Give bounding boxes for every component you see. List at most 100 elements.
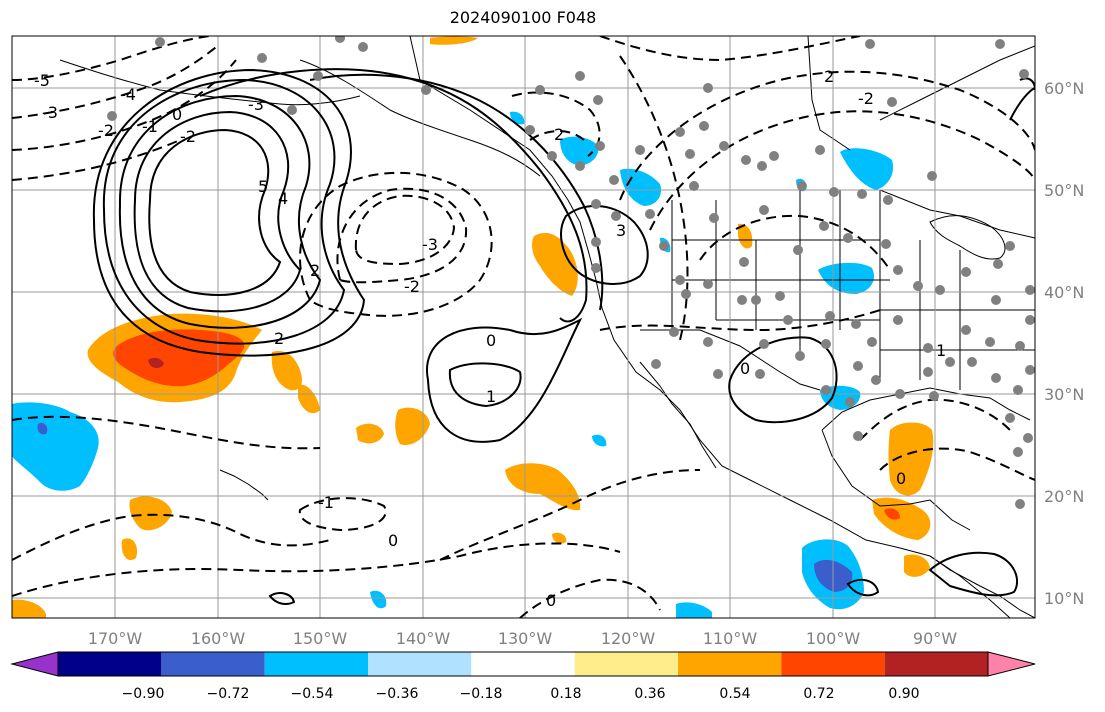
station-dot (675, 127, 685, 137)
station-dot (609, 175, 619, 185)
contour-label: 2 (310, 261, 320, 280)
station-dot (525, 125, 535, 135)
map-title: 2024090100 F048 (449, 8, 597, 27)
station-dot (1025, 365, 1035, 375)
colorbar-ticks: −0.90 −0.72 −0.54 −0.36 −0.18 0.18 0.36 … (122, 686, 920, 702)
strong-neg-west (37, 422, 48, 435)
station-dot (923, 343, 933, 353)
negative-anomaly-small-2 (592, 434, 607, 447)
west-coast (409, 36, 1011, 618)
contour-pos-9 (448, 362, 522, 408)
contour-pos-15 (268, 592, 296, 605)
contour-neg-9 (619, 70, 1035, 201)
station-dot (815, 145, 825, 155)
station-dot (703, 337, 713, 347)
station-dot (755, 369, 765, 379)
station-dot (793, 245, 803, 255)
colorbar-segment (58, 652, 162, 676)
contour-pos-8 (560, 205, 649, 285)
positive-anomaly-14 (430, 36, 478, 45)
lat-label: 20°N (1044, 487, 1084, 506)
contour-label: 1 (486, 387, 496, 406)
positive-anomaly-9 (121, 538, 138, 560)
colorbar-segment (264, 652, 368, 676)
contour-label: 2 (274, 329, 284, 348)
central-america (929, 555, 1035, 618)
station-dot (887, 97, 897, 107)
station-dot (769, 151, 779, 161)
colorbar-tick-label: −0.36 (376, 686, 419, 702)
station-dot (929, 391, 939, 401)
contour-label: 2 (554, 125, 564, 144)
contour-pos-14 (1009, 87, 1035, 121)
station-dot (591, 237, 601, 247)
colorbar-tick-label: 0.54 (719, 686, 750, 702)
contour-label: 0 (740, 359, 750, 378)
station-dot (759, 339, 769, 349)
station-dot (881, 239, 891, 249)
station-dot (751, 295, 761, 305)
lon-label: 170°W (88, 629, 143, 648)
lat-label: 50°N (1044, 181, 1084, 200)
station-dot (757, 161, 767, 171)
colorbar-segment (471, 652, 575, 676)
colorbar-tick-label: 0.90 (888, 686, 919, 702)
colorbar-extend-max (987, 651, 1036, 677)
station-dot (821, 385, 831, 395)
contour-label: -3 (42, 103, 58, 122)
contour-neg-10 (649, 110, 1035, 231)
baja-california (639, 361, 717, 469)
station-dot (681, 289, 691, 299)
station-dot (421, 85, 431, 95)
contour-neg-1 (299, 171, 493, 317)
contour-neg-6 (12, 59, 237, 151)
gulf-coast (821, 387, 1031, 431)
negative-anomaly-small-4 (676, 602, 712, 618)
lon-label: 130°W (498, 629, 553, 648)
station-dot (635, 145, 645, 155)
contour-pos-12 (928, 551, 1019, 597)
contour-neg-14 (298, 497, 387, 532)
positive-anomaly-6 (505, 463, 581, 511)
contour-label: -2 (858, 89, 874, 108)
station-dot (675, 275, 685, 285)
station-dot (845, 397, 855, 407)
station-dot (739, 257, 749, 267)
station-dot (575, 71, 585, 81)
station-dot (591, 199, 601, 209)
station-dot (155, 37, 165, 47)
colorbar-tick-label: 0.18 (550, 686, 581, 702)
contour-pos-11 (728, 336, 838, 424)
station-dot (535, 85, 545, 95)
station-dot (703, 279, 713, 289)
contour-layer (12, 36, 1035, 618)
station-dot (669, 327, 679, 337)
station-markers (107, 36, 1035, 509)
lon-label: 90°W (913, 629, 957, 648)
station-dot (1025, 315, 1035, 325)
lon-label: 100°W (806, 629, 861, 648)
contour-pos-16 (846, 578, 880, 597)
lat-label: 60°N (1044, 79, 1084, 98)
station-dot (935, 285, 945, 295)
contour-label: 0 (388, 531, 398, 550)
positive-anomaly-12 (904, 554, 930, 577)
station-dot (967, 357, 977, 367)
station-dot (313, 71, 323, 81)
station-dot (685, 149, 695, 159)
negative-anomaly-canada-3 (840, 148, 894, 190)
station-dot (709, 213, 719, 223)
station-dot (913, 281, 923, 291)
station-dot (1023, 433, 1033, 443)
contour-label: -1 (142, 117, 158, 136)
positive-anomaly-16 (552, 532, 567, 544)
contour-label: 3 (616, 221, 626, 240)
contour-label: -2 (180, 127, 196, 146)
station-dot (547, 151, 557, 161)
colorbar-border (57, 651, 989, 677)
station-dot (611, 211, 621, 221)
east-canada (879, 45, 1035, 121)
station-dot (741, 155, 751, 165)
colorbar-segment (678, 652, 782, 676)
